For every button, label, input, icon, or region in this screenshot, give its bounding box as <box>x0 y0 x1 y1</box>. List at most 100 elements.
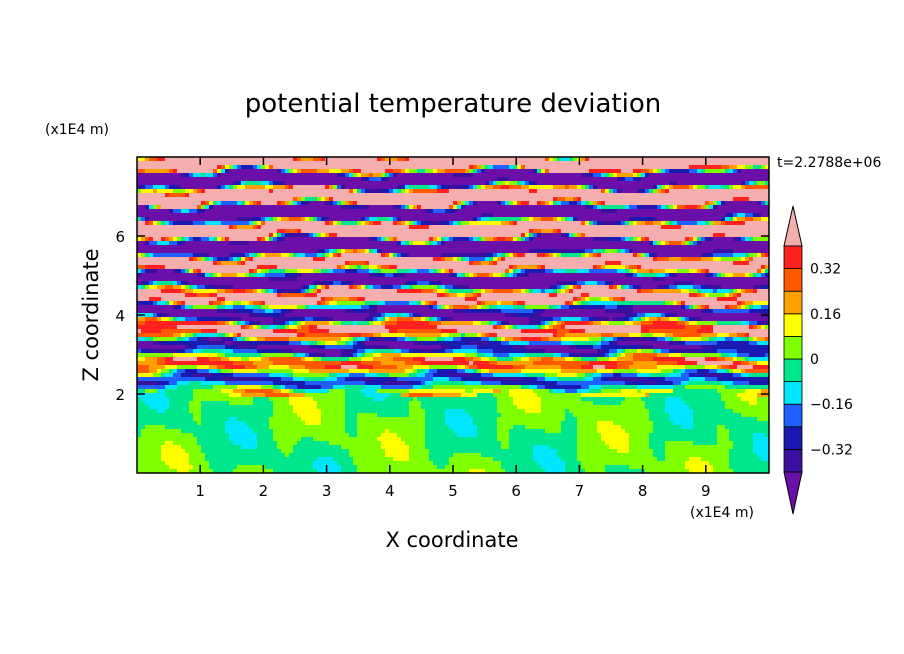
field-cell <box>257 197 261 201</box>
field-cell <box>137 221 141 225</box>
field-cell <box>433 269 437 273</box>
field-cell <box>277 165 281 169</box>
field-cell <box>269 201 273 205</box>
field-cell <box>281 181 285 185</box>
field-cell <box>401 161 405 165</box>
field-cell <box>673 177 677 181</box>
field-cell <box>733 265 737 269</box>
field-cell <box>557 165 561 169</box>
field-cell <box>173 157 177 161</box>
field-cell <box>761 157 765 161</box>
field-cell <box>733 161 737 165</box>
field-cell <box>541 193 545 197</box>
field-cell <box>525 261 529 265</box>
field-cell <box>293 237 297 241</box>
field-cell <box>721 161 725 165</box>
field-cell <box>637 189 641 193</box>
field-cell <box>621 213 625 217</box>
field-cell <box>389 197 393 201</box>
field-cell <box>521 193 525 197</box>
field-cell <box>369 209 373 213</box>
field-cell <box>277 169 281 173</box>
field-cell <box>389 273 393 277</box>
field-cell <box>561 189 565 193</box>
field-cell <box>145 185 149 189</box>
field-cell <box>261 277 265 281</box>
field-cell <box>481 189 485 193</box>
field-cell <box>377 201 381 205</box>
field-cell <box>633 229 637 233</box>
field-cell <box>593 189 597 193</box>
field-cell <box>165 201 169 205</box>
field-cell <box>717 173 721 177</box>
field-cell <box>701 169 705 173</box>
field-cell <box>577 209 581 213</box>
field-cell <box>141 257 145 261</box>
field-cell <box>729 197 733 201</box>
field-cell <box>157 241 161 245</box>
field-cell <box>705 241 709 245</box>
field-cell <box>557 201 561 205</box>
field-cell <box>625 217 629 221</box>
field-cell <box>473 249 477 253</box>
field-cell <box>425 245 429 249</box>
field-cell <box>417 249 421 253</box>
field-cell <box>257 201 261 205</box>
field-cell <box>225 197 229 201</box>
field-cell <box>281 205 285 209</box>
field-cell <box>657 205 661 209</box>
field-cell <box>293 221 297 225</box>
field-cell <box>685 245 689 249</box>
field-cell <box>745 181 749 185</box>
field-cell <box>361 253 365 257</box>
field-cell <box>697 185 701 189</box>
field-cell <box>137 169 141 173</box>
field-cell <box>629 265 633 269</box>
field-cell <box>333 201 337 205</box>
field-cell <box>249 177 253 181</box>
field-cell <box>765 177 769 181</box>
field-cell <box>261 233 265 237</box>
field-cell <box>693 273 697 277</box>
field-cell <box>197 237 201 241</box>
field-cell <box>741 173 745 177</box>
field-cell <box>425 181 429 185</box>
field-cell <box>533 157 537 161</box>
field-cell <box>577 249 581 253</box>
field-cell <box>165 185 169 189</box>
field-cell <box>561 221 565 225</box>
field-cell <box>193 209 197 213</box>
field-cell <box>693 221 697 225</box>
field-cell <box>425 269 429 273</box>
field-cell <box>701 245 705 249</box>
field-cell <box>225 157 229 161</box>
field-cell <box>717 269 721 273</box>
field-cell <box>333 265 337 269</box>
field-cell <box>505 189 509 193</box>
field-cell <box>269 281 273 285</box>
field-cell <box>349 173 353 177</box>
field-cell <box>473 177 477 181</box>
field-cell <box>401 193 405 197</box>
field-cell <box>325 193 329 197</box>
field-cell <box>441 165 445 169</box>
field-cell <box>213 185 217 189</box>
field-cell <box>409 245 413 249</box>
field-cell <box>749 157 753 161</box>
field-cell <box>209 257 213 261</box>
field-cell <box>445 217 449 221</box>
field-cell <box>617 233 621 237</box>
field-cell <box>181 229 185 233</box>
field-cell <box>221 213 225 217</box>
field-cell <box>537 229 541 233</box>
field-cell <box>493 193 497 197</box>
field-cell <box>229 169 233 173</box>
field-cell <box>205 165 209 169</box>
field-cell <box>685 193 689 197</box>
field-cell <box>241 185 245 189</box>
field-cell <box>717 169 721 173</box>
field-cell <box>461 165 465 169</box>
field-cell <box>269 181 273 185</box>
field-cell <box>489 261 493 265</box>
field-cell <box>737 165 741 169</box>
